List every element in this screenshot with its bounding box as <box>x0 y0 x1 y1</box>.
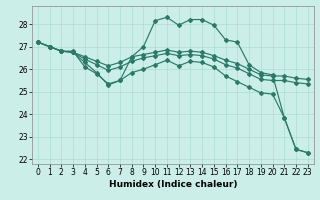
X-axis label: Humidex (Indice chaleur): Humidex (Indice chaleur) <box>108 180 237 189</box>
